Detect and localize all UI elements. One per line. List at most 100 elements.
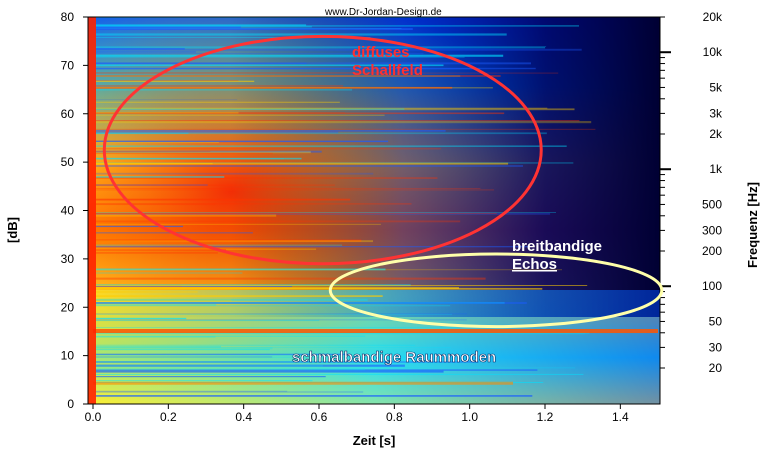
spectrogram-streak xyxy=(96,272,243,274)
y-tick-label: 0 xyxy=(67,397,74,411)
spectrogram-streak xyxy=(96,353,351,356)
spectrogram-streak xyxy=(96,140,389,143)
room-mode-line xyxy=(93,381,513,385)
spectrogram-streak xyxy=(96,344,416,346)
spectrogram-streak xyxy=(96,51,196,53)
spectrogram-streak xyxy=(96,24,307,26)
spectrogram-streak xyxy=(96,64,444,67)
spectrogram-streak xyxy=(96,184,335,186)
spectrogram-streak xyxy=(96,298,368,301)
spectrogram-streak xyxy=(96,165,523,167)
annotation-line: Schallfeld xyxy=(352,62,423,79)
spectrogram-streak xyxy=(96,305,451,307)
spectrogram-streak xyxy=(96,158,284,160)
y-tick-label: 50 xyxy=(61,155,75,169)
spectrogram-streak xyxy=(96,108,405,110)
spectrogram-streak xyxy=(96,75,461,77)
spectrogram-streak xyxy=(96,131,339,134)
annotation-line: schmalbandige Raummoden xyxy=(292,349,496,366)
x-axis-title: Zeit [s] xyxy=(353,433,396,448)
spectrogram-streak xyxy=(96,319,467,321)
spectrogram-streak xyxy=(96,198,351,201)
spectrogram-streak xyxy=(96,150,322,153)
spectrogram-streak xyxy=(96,62,307,64)
diffuse-field-label: diffuses Schallfeld xyxy=(352,44,423,79)
spectrogram-streak xyxy=(96,25,579,27)
spectrogram-streak xyxy=(96,151,211,152)
spectrogram-streak xyxy=(96,299,232,302)
annotation-line: diffuses xyxy=(352,44,410,61)
frequency-axis-title: Frequenz [Hz] xyxy=(745,182,760,268)
spectrogram-streak xyxy=(96,286,293,287)
spectrogram-streak xyxy=(96,347,273,350)
spectrogram-streak xyxy=(96,333,586,335)
frequency-tick-label: 5k xyxy=(709,80,723,94)
spectrogram-streak xyxy=(96,244,343,246)
spectrogram-streak xyxy=(96,37,371,38)
spectrogram-streak xyxy=(96,240,373,243)
spectrogram-streak xyxy=(96,28,413,30)
plot-area xyxy=(88,17,660,404)
spectrogram-streak xyxy=(96,157,302,160)
spectrogram-streak xyxy=(96,48,582,51)
spectrogram-streak xyxy=(96,390,288,392)
spectrogram-streak xyxy=(96,101,340,103)
spectrogram-streak xyxy=(96,335,366,337)
frequency-tick-label: 10k xyxy=(703,45,723,59)
spectrogram-streak xyxy=(96,112,505,115)
spectrogram-streak xyxy=(96,128,596,130)
spectrogram-streak xyxy=(96,213,551,215)
spectrogram-streak xyxy=(96,347,451,348)
spectrogram-streak xyxy=(96,99,238,101)
annotation-line: Echos xyxy=(512,256,557,273)
frequency-tick-label: 200 xyxy=(702,244,722,258)
spectrogram-streak xyxy=(96,214,277,217)
spectrogram-streak xyxy=(96,349,270,351)
spectrogram-streak xyxy=(96,203,412,205)
spectrogram-streak xyxy=(96,72,559,74)
spectrogram-streak xyxy=(96,361,479,363)
spectrogram-streak xyxy=(96,162,509,165)
spectrogram-streak xyxy=(96,86,453,89)
spectrogram-streak xyxy=(96,369,538,371)
y-axis-ticks: 0 10 20 30 40 50 60 70 80 xyxy=(61,10,88,411)
spectrogram-streak xyxy=(96,239,362,242)
spectrogram-streak xyxy=(96,111,239,114)
spectrogram-streak xyxy=(96,80,255,82)
spectrogram-streak xyxy=(96,285,182,287)
spectrogram-streak xyxy=(96,354,321,356)
spectrogram-streak xyxy=(96,46,547,47)
y-tick-label: 80 xyxy=(61,10,75,24)
spectrogram-streak xyxy=(96,395,533,397)
spectrogram-streak xyxy=(96,370,444,373)
watermark: www.Dr-Jordan-Design.de xyxy=(324,7,442,18)
y-tick-label: 20 xyxy=(61,300,75,314)
spectrogram-streak xyxy=(96,285,588,286)
spectrogram-streak xyxy=(96,120,580,122)
spectrogram-streak xyxy=(96,85,344,87)
spectrogram-streak xyxy=(96,141,219,143)
spectrogram-streak xyxy=(96,67,536,70)
spectrogram-streak xyxy=(96,151,311,154)
frequency-tick-label: 2k xyxy=(709,127,723,141)
spectrogram-streak xyxy=(96,87,493,89)
spectrogram-streak xyxy=(96,46,546,49)
spectrogram-streak xyxy=(96,269,562,271)
frequency-tick-label: 300 xyxy=(702,223,722,237)
spectrogram-streak xyxy=(96,223,381,225)
frequency-tick-label: 500 xyxy=(702,197,722,211)
y-tick-label: 60 xyxy=(61,107,75,121)
x-tick-label: 0.0 xyxy=(85,410,102,424)
x-tick-label: 1.0 xyxy=(461,410,478,424)
spectrogram-streak xyxy=(96,114,385,116)
spectrogram-streak xyxy=(96,184,208,186)
frequency-tick-label: 20k xyxy=(703,10,723,24)
spectrogram-streak xyxy=(96,33,507,36)
y-tick-label: 10 xyxy=(61,349,75,363)
x-tick-label: 1.4 xyxy=(612,410,629,424)
broadband-echo-ellipse xyxy=(328,252,664,329)
spectrogram-streak xyxy=(96,88,353,91)
spectrogram-streak xyxy=(96,249,226,251)
spectrogram-streak xyxy=(96,121,592,124)
